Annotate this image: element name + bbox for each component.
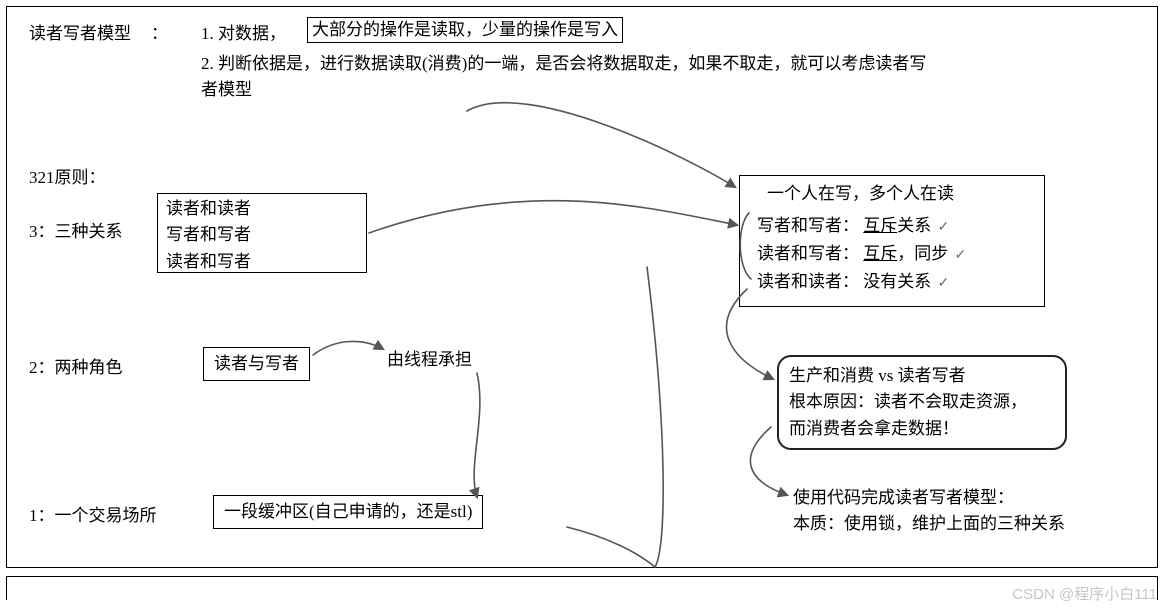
compare-l1: 生产和消费 vs 读者写者 bbox=[789, 363, 1055, 389]
one-buffer-box: 一段缓冲区(自己申请的，还是stl) bbox=[213, 495, 483, 529]
compare-box: 生产和消费 vs 读者写者 根本原因：读者不会取走资源， 而消费者会拿走数据！ bbox=[777, 355, 1067, 450]
compare-l2: 根本原因：读者不会取走资源， bbox=[789, 389, 1055, 415]
rel-rw-val: 互斥 bbox=[863, 244, 897, 263]
code-l2: 本质：使用锁，维护上面的三种关系 bbox=[793, 511, 1153, 537]
relations-heading: 一个人在写，多个人在读 bbox=[767, 181, 954, 207]
rel-ww-label: 写者和写者： bbox=[757, 216, 859, 235]
rel-rr-val: 没有关系 bbox=[863, 272, 931, 291]
title-label: 读者写者模型 bbox=[29, 21, 131, 47]
code-l1: 使用代码完成读者写者模型： bbox=[793, 485, 1153, 511]
item2-text: 2. 判断依据是，进行数据读取(消费)的一端，是否会将数据取走，如果不取走，就可… bbox=[201, 51, 941, 104]
code-summary: 使用代码完成读者写者模型： 本质：使用锁，维护上面的三种关系 bbox=[793, 485, 1153, 538]
rel-ww-val: 互斥 bbox=[863, 216, 897, 235]
three-line-2: 写者和写者 bbox=[166, 222, 358, 248]
rel-reader-reader: 读者和读者： 没有关系 ✓ bbox=[757, 269, 949, 295]
item1-prefix: 1. 对数据， bbox=[201, 21, 286, 47]
rel-rr-label: 读者和读者： bbox=[757, 272, 859, 291]
rel-rw-label: 读者和写者： bbox=[757, 244, 859, 263]
check-icon: ✓ bbox=[938, 220, 950, 235]
colon: ： bbox=[151, 21, 168, 47]
three-line-3: 读者和写者 bbox=[166, 249, 358, 275]
check-icon: ✓ bbox=[938, 276, 950, 291]
compare-l3: 而消费者会拿走数据！ bbox=[789, 416, 1055, 442]
item1-boxed: 大部分的操作是读取，少量的操作是写入 bbox=[307, 17, 623, 43]
lower-frame-edge bbox=[6, 576, 1158, 600]
one-label: 1：一个交易场所 bbox=[29, 503, 157, 529]
rel-reader-writer: 读者和写者： 互斥，同步 ✓ bbox=[757, 241, 966, 267]
watermark-text: CSDN @程序小白111 bbox=[1012, 583, 1157, 606]
rel-writer-writer: 写者和写者： 互斥关系 ✓ bbox=[757, 213, 949, 239]
principle-heading: 321原则： bbox=[29, 165, 106, 191]
two-label: 2：两种角色 bbox=[29, 355, 123, 381]
check-icon: ✓ bbox=[955, 248, 967, 263]
three-line-1: 读者和读者 bbox=[166, 196, 358, 222]
two-note: 由线程承担 bbox=[387, 347, 472, 373]
three-relations-box: 读者和读者 写者和写者 读者和写者 bbox=[157, 193, 367, 273]
two-roles-box: 读者与写者 bbox=[203, 347, 310, 381]
main-frame: 读者写者模型 ： 1. 对数据， 大部分的操作是读取，少量的操作是写入 2. 判… bbox=[6, 6, 1158, 568]
three-label: 3：三种关系 bbox=[29, 219, 123, 245]
rel-rw-tail: ，同步 bbox=[897, 244, 948, 263]
rel-ww-tail: 关系 bbox=[897, 216, 931, 235]
